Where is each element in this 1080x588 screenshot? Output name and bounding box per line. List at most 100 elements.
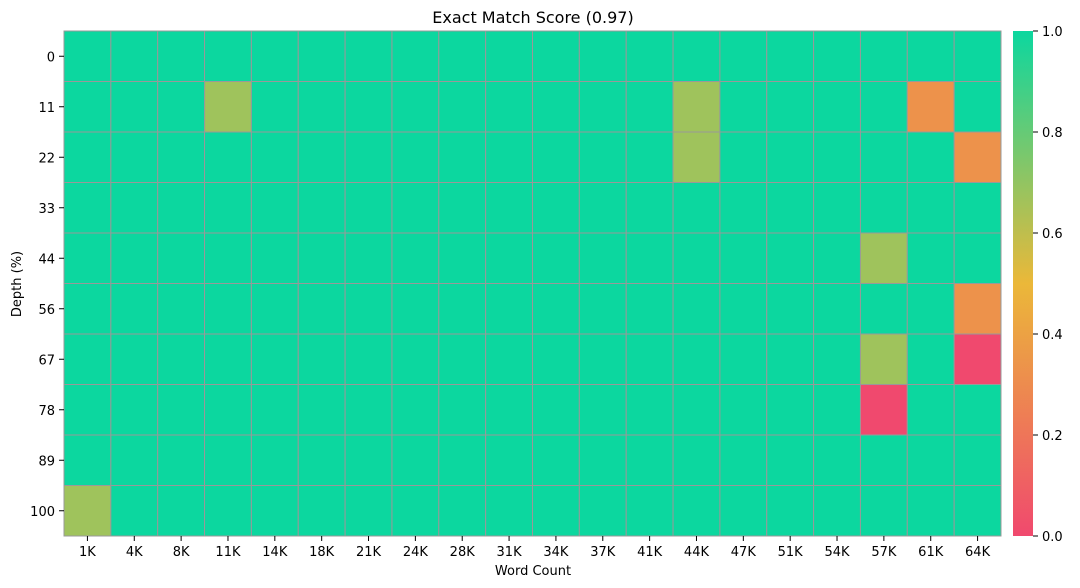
heatmap-cell xyxy=(953,384,1002,436)
heatmap-cell xyxy=(766,485,815,537)
heatmap-cell xyxy=(250,131,299,183)
y-tick-label: 22 xyxy=(38,151,55,166)
heatmap-cell xyxy=(625,131,674,183)
heatmap-cell xyxy=(250,384,299,436)
y-tick-label: 33 xyxy=(38,202,55,217)
heatmap-cell xyxy=(766,182,815,234)
heatmap-cell xyxy=(766,30,815,82)
heatmap-cell xyxy=(344,81,393,133)
heatmap-cell xyxy=(391,232,440,284)
heatmap-cell xyxy=(297,182,346,234)
y-tick-label: 0 xyxy=(47,50,55,65)
heatmap-cell xyxy=(578,384,627,436)
x-tick-label: 8K xyxy=(173,545,190,560)
heatmap-cell xyxy=(859,485,908,537)
heatmap-cell xyxy=(672,283,721,335)
heatmap-cell xyxy=(859,434,908,486)
heatmap-cell xyxy=(391,384,440,436)
heatmap-cell xyxy=(391,434,440,486)
heatmap-cell xyxy=(391,333,440,385)
heatmap-cell xyxy=(578,485,627,537)
x-tick-label: 34K xyxy=(543,545,569,560)
heatmap-cell xyxy=(204,182,252,234)
heatmap-cell xyxy=(813,283,861,335)
x-tick-label: 54K xyxy=(824,545,850,560)
heatmap-cell xyxy=(297,131,346,183)
heatmap-cell xyxy=(578,182,627,234)
heatmap-cell xyxy=(672,434,721,486)
heatmap-cell xyxy=(110,283,159,335)
colorbar-tick-labels: 0.0 0.2 0.4 0.6 0.8 1.0 xyxy=(1033,25,1063,545)
heatmap-cell xyxy=(110,485,159,537)
x-tick-label: 1K xyxy=(79,545,96,560)
heatmap-cell xyxy=(63,232,112,284)
heatmap-cell xyxy=(625,434,674,486)
heatmap-cell xyxy=(485,283,533,335)
heatmap-cell xyxy=(63,485,112,537)
heatmap-cell xyxy=(344,30,393,82)
x-tick-label: 4K xyxy=(126,545,143,560)
heatmap-cell xyxy=(297,232,346,284)
heatmap-cell xyxy=(813,232,861,284)
x-tick-label: 14K xyxy=(262,545,288,560)
heatmap-cell xyxy=(813,485,861,537)
heatmap-cell xyxy=(391,131,440,183)
heatmap-cell xyxy=(813,182,861,234)
heatmap-cell xyxy=(625,384,674,436)
x-tick-label: 44K xyxy=(684,545,710,560)
heatmap-cell xyxy=(719,232,768,284)
heatmap-cell xyxy=(766,283,815,335)
y-tick-label: 100 xyxy=(30,505,55,520)
heatmap-cell xyxy=(63,283,112,335)
x-tick-label: 37K xyxy=(590,545,616,560)
heatmap-cell xyxy=(297,384,346,436)
heatmap-cell xyxy=(344,131,393,183)
y-tick-label: 89 xyxy=(38,454,55,469)
heatmap-cell xyxy=(906,30,955,82)
heatmap-cell xyxy=(110,30,159,82)
heatmap-cell xyxy=(157,333,206,385)
heatmap-cell xyxy=(110,384,159,436)
heatmap-cell xyxy=(766,333,815,385)
heatmap-cell xyxy=(250,30,299,82)
heatmap-cell xyxy=(391,182,440,234)
heatmap-cell xyxy=(906,182,955,234)
heatmap-cell xyxy=(719,182,768,234)
heatmap-cell xyxy=(485,485,533,537)
heatmap-cell xyxy=(859,384,908,436)
heatmap-cell xyxy=(953,131,1002,183)
heatmap-cell xyxy=(719,384,768,436)
colorbar-tick-label: 0.4 xyxy=(1042,328,1063,343)
x-tick-label: 21K xyxy=(356,545,382,560)
heatmap-cell xyxy=(204,283,252,335)
colorbar-tick-label: 1.0 xyxy=(1042,25,1063,40)
heatmap-cell xyxy=(438,182,487,234)
heatmap-cell xyxy=(438,283,487,335)
heatmap-cell xyxy=(391,485,440,537)
heatmap-cell xyxy=(766,384,815,436)
heatmap-cell xyxy=(532,283,580,335)
colorbar-tick-label: 0.2 xyxy=(1042,429,1063,444)
heatmap-cell xyxy=(391,283,440,335)
heatmap-cell xyxy=(250,434,299,486)
heatmap-cell xyxy=(578,232,627,284)
heatmap-cell xyxy=(204,333,252,385)
heatmap-cell xyxy=(672,131,721,183)
heatmap-cell xyxy=(438,81,487,133)
heatmap-cell xyxy=(485,30,533,82)
heatmap-cell xyxy=(344,333,393,385)
heatmap-cell xyxy=(532,485,580,537)
heatmap-cell xyxy=(953,333,1002,385)
heatmap-cell xyxy=(625,333,674,385)
heatmap-cell xyxy=(953,434,1002,486)
heatmap-cell xyxy=(297,283,346,335)
heatmap-cell xyxy=(344,485,393,537)
heatmap-cell xyxy=(906,283,955,335)
heatmap-cell xyxy=(672,81,721,133)
heatmap-cell xyxy=(63,333,112,385)
heatmap-cell xyxy=(906,81,955,133)
heatmap-cell xyxy=(625,30,674,82)
heatmap-cell xyxy=(204,434,252,486)
heatmap-cell xyxy=(204,384,252,436)
heatmap-cell xyxy=(859,232,908,284)
